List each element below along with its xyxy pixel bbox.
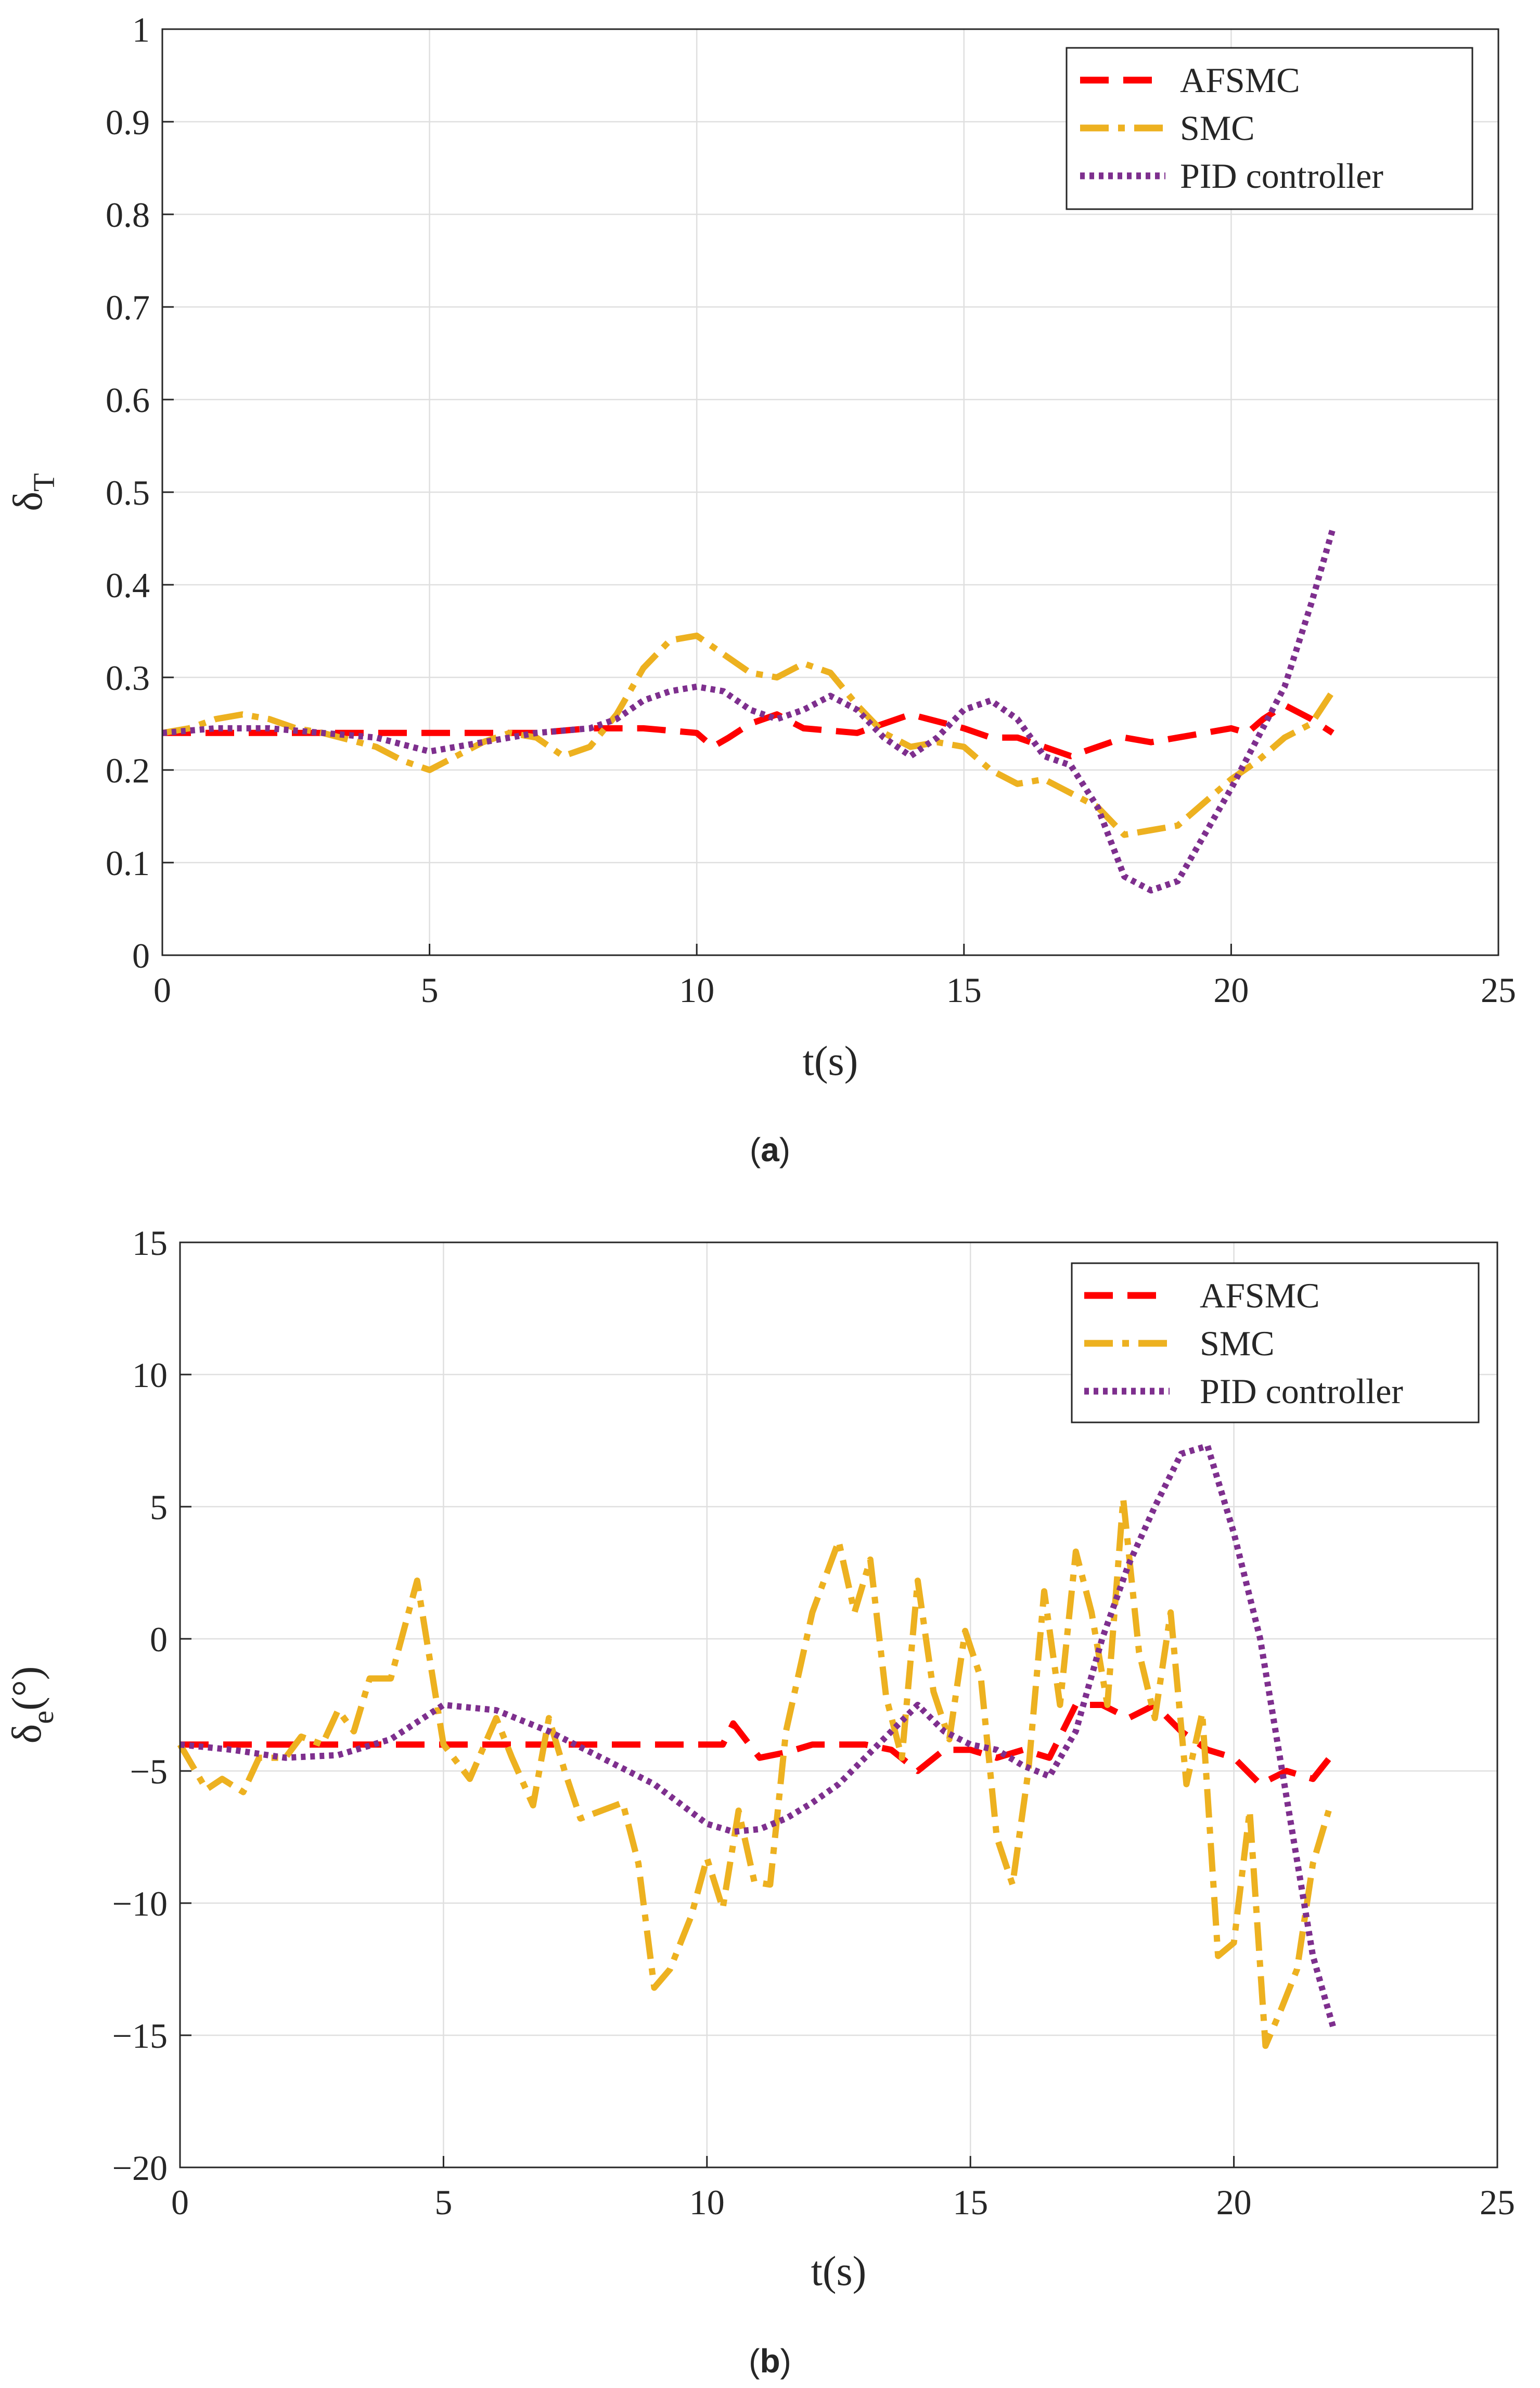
- series-a: [161, 528, 1336, 894]
- y-ticks-a: 0 0.1 0.2 0.3 0.4 0.5 0.6 0.7 0.8 0.9 1: [106, 10, 174, 975]
- y-axis-label-a: δT: [5, 473, 61, 511]
- series-line-afsmc: [180, 1702, 1337, 1788]
- chart-panel-a: 0 0.1 0.2 0.3 0.4 0.5 0.6 0.7 0.8 0.9 1 0 5 10 15 20 25…: [5, 10, 1516, 1169]
- series-b: [177, 1443, 1337, 2049]
- y-tick-label: 15: [132, 1223, 168, 1263]
- y-tick-label: −20: [112, 2148, 168, 2188]
- y-tick-label: 0.1: [106, 843, 150, 883]
- x-tick-label: 25: [1480, 2182, 1515, 2222]
- caption-b: (b): [749, 2342, 791, 2380]
- x-tick-label: 10: [689, 2182, 725, 2222]
- legend-label-smc-a: SMC: [1180, 108, 1255, 148]
- y-axis-label-b: δe(°): [4, 1666, 60, 1744]
- y-tick-label: 0.5: [106, 473, 150, 512]
- series-line-pid-controller: [162, 528, 1336, 894]
- legend-a: AFSMC SMC PID controller: [1066, 47, 1473, 210]
- y-tick-label: −10: [112, 1884, 168, 1923]
- y-tick-label: −5: [130, 1752, 168, 1791]
- y-tick-label: 0.7: [106, 288, 150, 327]
- x-tick-label: 5: [421, 970, 439, 1010]
- y-tick-label: 0: [150, 1620, 168, 1659]
- y-tick-label: 0.8: [106, 195, 150, 235]
- plot-frame-a: [161, 28, 1499, 956]
- y-tick-label: 5: [150, 1487, 168, 1527]
- y-tick-label: 1: [132, 10, 150, 49]
- x-tick-label: 20: [1213, 970, 1249, 1010]
- legend-label-pid-a: PID controller: [1180, 156, 1383, 196]
- legend-label-smc-b: SMC: [1200, 1324, 1275, 1363]
- caption-a: (a): [750, 1131, 790, 1169]
- series-line-afsmc: [162, 702, 1334, 760]
- y-tick-label: 0: [132, 936, 150, 975]
- x-tick-label: 0: [171, 2182, 189, 2222]
- y-tick-label: 0.9: [106, 102, 150, 142]
- x-axis-label-b: t(s): [811, 2249, 867, 2294]
- x-tick-label: 0: [153, 970, 171, 1010]
- series-line-pid-controller: [179, 1443, 1337, 2031]
- y-tick-label: 0.2: [106, 751, 150, 790]
- x-tick-label: 15: [946, 970, 982, 1010]
- legend-label-afsmc-b: AFSMC: [1200, 1276, 1320, 1315]
- legend-box-a: [1066, 47, 1473, 210]
- y-tick-label: 10: [132, 1355, 168, 1395]
- x-tick-label: 25: [1481, 970, 1516, 1010]
- plot-frame-b: [179, 1241, 1498, 2168]
- y-tick-label: 0.6: [106, 380, 150, 420]
- x-tick-label: 10: [679, 970, 714, 1010]
- legend-label-afsmc-a: AFSMC: [1180, 60, 1300, 100]
- x-tick-label: 15: [953, 2182, 988, 2222]
- series-line-smc: [161, 632, 1336, 838]
- x-tick-label: 5: [434, 2182, 452, 2222]
- x-axis-label-a: t(s): [803, 1038, 858, 1084]
- y-tick-label: 0.4: [106, 566, 150, 605]
- y-tick-label: 0.3: [106, 658, 150, 698]
- legend-label-pid-b: PID controller: [1200, 1371, 1403, 1411]
- legend-b: AFSMC SMC PID controller: [1071, 1262, 1480, 1423]
- x-ticks-a: 0 5 10 15 20 25: [153, 944, 1516, 1010]
- x-ticks-b: 0 5 10 15 20 25: [171, 2156, 1515, 2222]
- series-line-smc: [177, 1495, 1332, 2049]
- x-tick-label: 20: [1216, 2182, 1252, 2222]
- y-tick-label: −15: [112, 2016, 168, 2056]
- y-ticks-b: −20 −15 −10 −5 0 5 10 15: [112, 1223, 191, 2188]
